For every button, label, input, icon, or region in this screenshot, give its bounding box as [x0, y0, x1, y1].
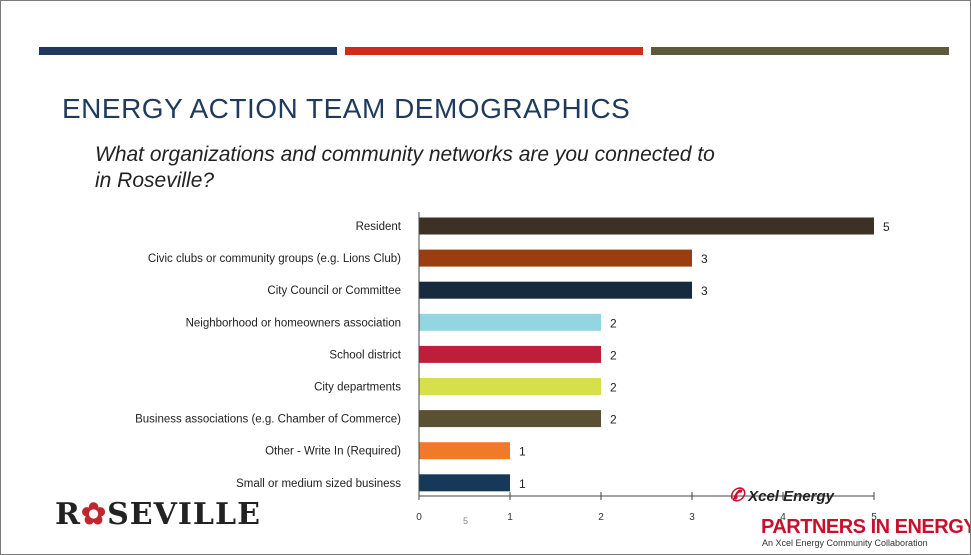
x-tick-label: 4: [780, 512, 786, 523]
partners-in-energy-tagline: An Xcel Energy Community Collaboration: [762, 538, 928, 548]
category-label: Resident: [356, 221, 402, 233]
x-tick-label: 0: [416, 512, 422, 523]
data-label: 2: [610, 316, 617, 330]
xcel-energy-text: Xcel Energy: [748, 488, 834, 505]
x-tick-label: 5: [871, 512, 877, 523]
data-label: 2: [610, 413, 617, 427]
bar: [419, 474, 510, 492]
header-stripe-olive: [651, 47, 949, 55]
category-label: Business associations (e.g. Chamber of C…: [135, 414, 401, 426]
partners-in-energy-logo: PARTNERS IN ENERGY: [761, 516, 971, 538]
category-label: Civic clubs or community groups (e.g. Li…: [148, 253, 401, 265]
rose-icon: ✿: [80, 497, 108, 532]
bar: [419, 249, 692, 267]
category-label: Small or medium sized business: [236, 478, 401, 490]
bar: [419, 442, 510, 460]
survey-question: What organizations and community network…: [95, 143, 715, 192]
bar: [419, 410, 601, 428]
xcel-flame-icon: ✆: [729, 485, 745, 505]
data-label: 5: [883, 220, 890, 234]
data-label: 2: [610, 381, 617, 395]
bar: [419, 313, 601, 331]
bar: [419, 345, 601, 363]
page-number: 5: [463, 516, 469, 526]
x-tick-label: 2: [598, 512, 604, 523]
header-stripe-blue: [39, 47, 337, 55]
category-label: School district: [329, 349, 401, 361]
slide-title: ENERGY ACTION TEAM DEMOGRAPHICS: [62, 93, 631, 124]
category-label: Neighborhood or homeowners association: [186, 317, 401, 329]
xcel-energy-logo: ✆ Xcel Energy: [729, 485, 834, 506]
data-label: 3: [701, 252, 708, 266]
bar: [419, 281, 692, 299]
data-label: 2: [610, 348, 617, 362]
roseville-logo-rest: SEVILLE: [107, 497, 261, 532]
bar: [419, 378, 601, 395]
roseville-logo-r: R: [55, 497, 81, 532]
data-label: 3: [701, 284, 708, 298]
data-label: 1: [519, 445, 526, 459]
data-label: 1: [519, 477, 526, 491]
bar: [419, 217, 874, 235]
category-label: City departments: [314, 382, 401, 394]
header-stripe-red: [345, 47, 643, 55]
x-tick-label: 3: [689, 512, 695, 523]
x-tick-label: 1: [507, 512, 513, 523]
category-label: Other - Write In (Required): [265, 446, 401, 458]
category-label: City Council or Committee: [267, 285, 401, 297]
roseville-logo: R✿SEVILLE: [55, 497, 261, 532]
